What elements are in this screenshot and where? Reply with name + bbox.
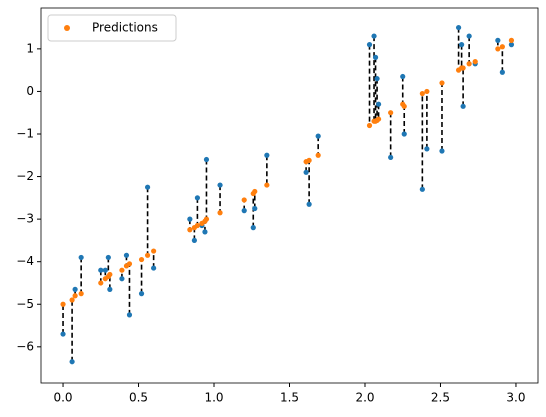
actual-point	[455, 24, 462, 31]
prediction-point	[388, 110, 394, 116]
prediction-point	[495, 46, 501, 52]
legend-box	[47, 14, 177, 42]
x-tick-label: 2.0	[355, 391, 374, 405]
prediction-point	[439, 80, 445, 86]
actual-point	[151, 265, 157, 271]
prediction-point	[72, 293, 78, 299]
prediction-point	[252, 188, 258, 195]
prediction-point	[366, 122, 373, 129]
actual-point	[202, 229, 208, 235]
y-tick-label: 0	[26, 84, 34, 98]
actual-point	[123, 252, 130, 258]
x-tick-label: 3.0	[506, 391, 525, 405]
prediction-point	[107, 271, 113, 278]
x-tick-label: 2.5	[431, 391, 450, 405]
plot-frame	[40, 7, 539, 384]
prediction-point	[264, 182, 270, 188]
actual-point	[306, 201, 312, 207]
y-tick-label: −2	[16, 169, 34, 183]
prediction-point	[78, 291, 84, 297]
x-tick-label: 1.5	[280, 391, 299, 405]
legend-marker	[64, 25, 70, 31]
prediction-point	[375, 116, 382, 122]
y-tick-label: −5	[16, 297, 34, 311]
actual-point	[375, 101, 382, 107]
actual-point	[194, 195, 201, 201]
x-tick-label: 0.0	[53, 391, 72, 405]
actual-point	[138, 291, 145, 297]
actual-point	[126, 312, 133, 318]
prediction-point	[419, 90, 425, 97]
prediction-point	[315, 152, 321, 158]
actual-point	[102, 267, 108, 273]
actual-point	[252, 205, 258, 212]
prediction-point	[60, 301, 66, 307]
prediction-point	[460, 65, 466, 71]
prediction-point	[472, 59, 478, 65]
prediction-point	[194, 222, 201, 229]
actual-point	[439, 148, 445, 154]
prediction-point	[466, 61, 472, 67]
y-tick-label: −6	[16, 339, 34, 353]
prediction-point	[187, 227, 193, 233]
x-tick-label: 1.0	[204, 391, 223, 405]
x-tick-label: 0.5	[129, 391, 148, 405]
actual-point	[460, 103, 466, 109]
actual-point	[78, 254, 84, 261]
actual-point	[424, 146, 430, 152]
prediction-point	[98, 280, 104, 286]
actual-point	[374, 76, 380, 82]
actual-point	[144, 184, 151, 190]
actual-point	[72, 286, 78, 292]
prediction-point	[126, 261, 133, 267]
actual-point	[459, 42, 465, 48]
prediction-point	[241, 197, 247, 203]
y-tick-label: −4	[16, 254, 34, 268]
prediction-point	[306, 157, 312, 163]
actual-point	[419, 186, 425, 192]
actual-point	[508, 42, 515, 48]
y-tick-label: 1	[26, 41, 34, 55]
prediction-point	[508, 37, 515, 43]
prediction-point	[69, 297, 75, 303]
prediction-point	[203, 216, 210, 222]
actual-point	[250, 225, 256, 231]
actual-point	[466, 33, 472, 39]
actual-point	[98, 267, 104, 273]
prediction-point	[424, 88, 430, 95]
actual-point	[107, 286, 113, 292]
actual-point	[241, 208, 247, 214]
prediction-point	[217, 210, 223, 216]
actual-point	[371, 33, 377, 39]
prediction-point	[499, 44, 505, 50]
actual-point	[388, 154, 394, 161]
actual-point	[60, 331, 66, 337]
prediction-point	[401, 103, 407, 109]
actual-point	[372, 54, 379, 60]
actual-point	[191, 237, 197, 244]
y-tick-label: −1	[16, 126, 34, 140]
actual-point	[400, 73, 406, 80]
actual-point	[303, 169, 309, 175]
prediction-point	[151, 248, 157, 254]
actual-point	[366, 42, 373, 48]
legend-label: Predictions	[92, 21, 158, 35]
prediction-point	[144, 252, 151, 258]
prediction-point	[119, 267, 125, 273]
actual-point	[119, 276, 125, 282]
actual-point	[264, 152, 270, 158]
actual-point	[499, 69, 505, 75]
y-tick-label: −3	[16, 212, 34, 226]
actual-point	[495, 37, 501, 43]
prediction-point	[138, 256, 145, 263]
actual-point	[401, 131, 407, 137]
actual-point	[203, 156, 210, 163]
actual-point	[69, 359, 75, 365]
actual-point	[187, 216, 193, 222]
actual-point	[315, 133, 321, 139]
actual-point	[217, 182, 223, 188]
actual-point	[105, 254, 111, 261]
